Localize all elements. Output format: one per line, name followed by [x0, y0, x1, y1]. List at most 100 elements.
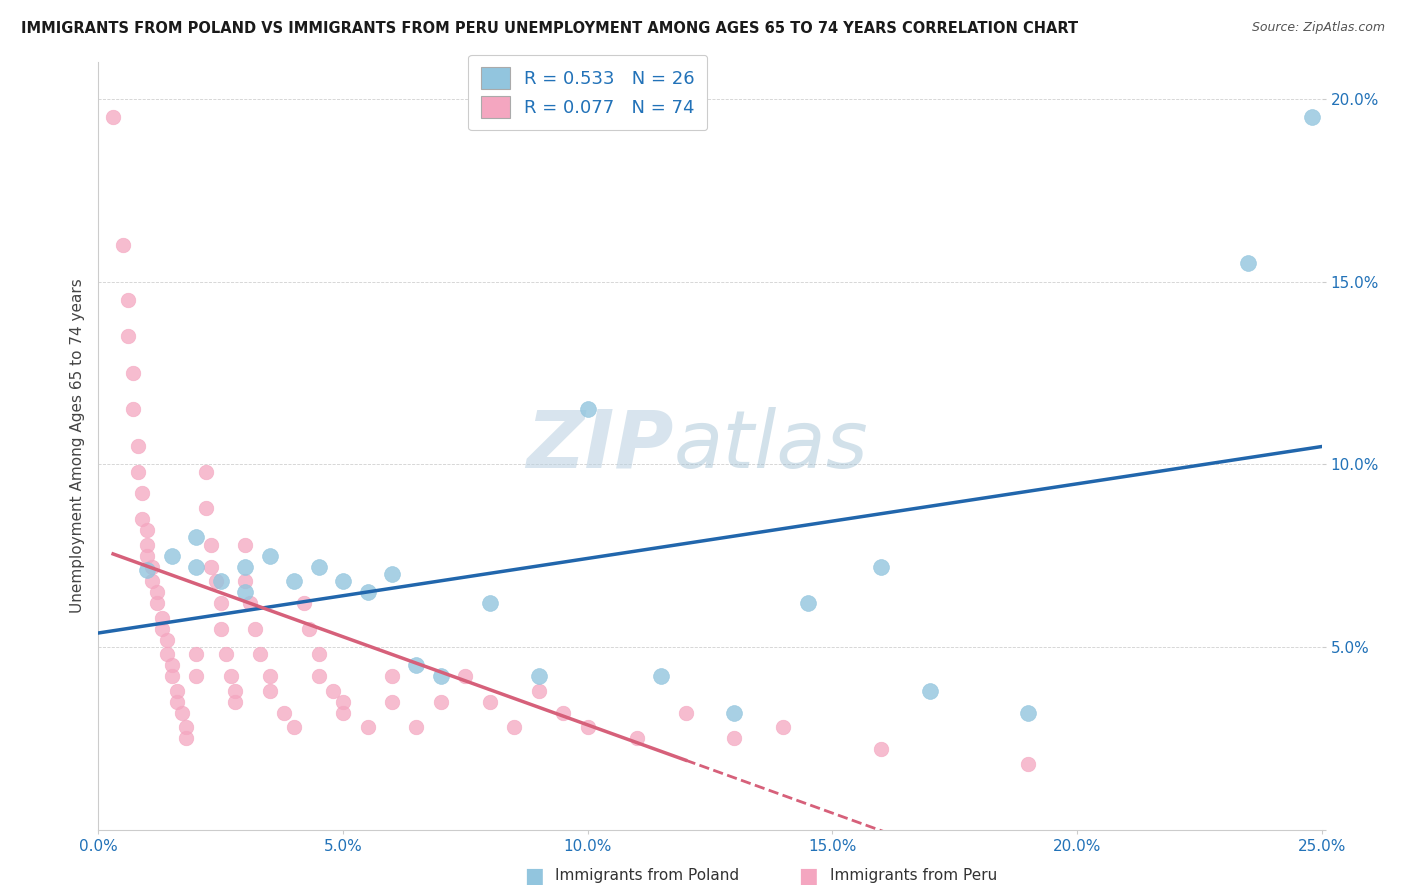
Point [772, 720, 794, 734]
Text: ■: ■ [524, 866, 544, 886]
Point [298, 622, 321, 636]
Point [209, 574, 232, 589]
Point [332, 574, 354, 589]
Point [430, 669, 453, 683]
Point [356, 720, 378, 734]
Point [675, 706, 697, 720]
Point [308, 669, 330, 683]
Point [478, 596, 501, 610]
Point [146, 585, 169, 599]
Text: Immigrants from Peru: Immigrants from Peru [830, 869, 997, 883]
Point [160, 658, 183, 673]
Point [283, 574, 305, 589]
Point [576, 402, 599, 417]
Point [239, 596, 262, 610]
Point [259, 669, 281, 683]
Point [723, 706, 745, 720]
Point [576, 720, 599, 734]
Point [166, 695, 188, 709]
Point [405, 658, 427, 673]
Point [156, 647, 179, 661]
Point [117, 293, 139, 307]
Point [356, 585, 378, 599]
Point [209, 622, 232, 636]
Point [160, 669, 183, 683]
Point [170, 706, 193, 720]
Point [1017, 756, 1039, 771]
Point [381, 566, 404, 581]
Text: Source: ZipAtlas.com: Source: ZipAtlas.com [1251, 21, 1385, 34]
Point [205, 574, 228, 589]
Text: atlas: atlas [673, 407, 868, 485]
Point [131, 486, 153, 500]
Point [233, 585, 256, 599]
Point [127, 465, 149, 479]
Point [920, 683, 942, 698]
Point [283, 720, 305, 734]
Point [308, 647, 330, 661]
Point [233, 574, 256, 589]
Point [405, 720, 427, 734]
Point [224, 683, 246, 698]
Point [186, 669, 208, 683]
Point [243, 622, 266, 636]
Point [503, 720, 526, 734]
Point [650, 669, 672, 683]
Point [259, 549, 281, 563]
Point [233, 559, 256, 574]
Point [249, 647, 271, 661]
Point [111, 238, 134, 252]
Point [381, 669, 404, 683]
Point [136, 523, 159, 537]
Point [200, 559, 222, 574]
Point [527, 669, 550, 683]
Point [259, 683, 281, 698]
Point [224, 695, 246, 709]
Point [332, 706, 354, 720]
Point [101, 110, 124, 124]
Point [626, 731, 648, 746]
Point [454, 669, 477, 683]
Point [186, 530, 208, 544]
Point [1237, 256, 1260, 270]
Point [156, 632, 179, 647]
Legend: R = 0.533   N = 26, R = 0.077   N = 74: R = 0.533 N = 26, R = 0.077 N = 74 [468, 54, 707, 130]
Point [195, 465, 218, 479]
Point [553, 706, 575, 720]
Text: IMMIGRANTS FROM POLAND VS IMMIGRANTS FROM PERU UNEMPLOYMENT AMONG AGES 65 TO 74 : IMMIGRANTS FROM POLAND VS IMMIGRANTS FRO… [21, 21, 1078, 36]
Point [870, 559, 893, 574]
Point [430, 695, 453, 709]
Point [136, 549, 159, 563]
Point [136, 563, 159, 577]
Point [233, 538, 256, 552]
Point [723, 731, 745, 746]
Point [150, 622, 173, 636]
Point [797, 596, 820, 610]
Text: Immigrants from Poland: Immigrants from Poland [555, 869, 740, 883]
Y-axis label: Unemployment Among Ages 65 to 74 years: Unemployment Among Ages 65 to 74 years [69, 278, 84, 614]
Point [160, 549, 183, 563]
Text: ■: ■ [799, 866, 818, 886]
Point [322, 683, 344, 698]
Point [136, 538, 159, 552]
Point [219, 669, 242, 683]
Point [292, 596, 315, 610]
Point [214, 647, 236, 661]
Point [176, 731, 198, 746]
Point [332, 695, 354, 709]
Point [209, 596, 232, 610]
Point [381, 695, 404, 709]
Point [166, 683, 188, 698]
Point [117, 329, 139, 343]
Text: ZIP: ZIP [526, 407, 673, 485]
Point [186, 559, 208, 574]
Point [121, 402, 143, 417]
Point [870, 742, 893, 756]
Point [127, 439, 149, 453]
Point [131, 512, 153, 526]
Point [141, 574, 163, 589]
Point [478, 695, 501, 709]
Point [1301, 110, 1323, 124]
Point [200, 538, 222, 552]
Point [176, 720, 198, 734]
